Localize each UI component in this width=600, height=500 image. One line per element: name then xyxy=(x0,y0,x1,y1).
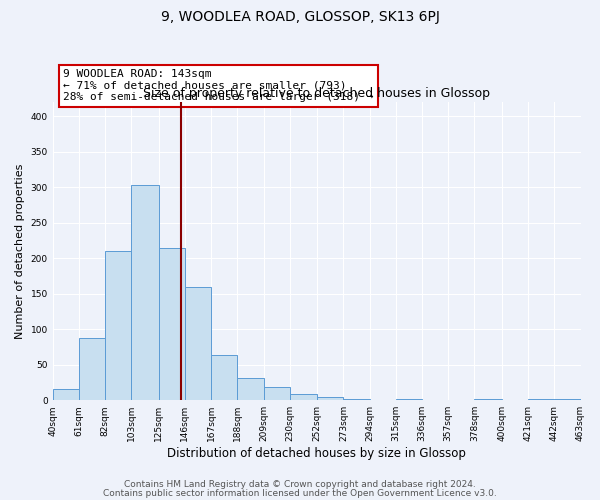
Bar xyxy=(131,185,159,400)
Text: 9, WOODLEA ROAD, GLOSSOP, SK13 6PJ: 9, WOODLEA ROAD, GLOSSOP, SK13 6PJ xyxy=(161,10,439,24)
Bar xyxy=(105,251,131,400)
Bar xyxy=(263,386,290,400)
Text: 9 WOODLEA ROAD: 143sqm
← 71% of detached houses are smaller (793)
28% of semi-de: 9 WOODLEA ROAD: 143sqm ← 71% of detached… xyxy=(63,69,374,102)
Y-axis label: Number of detached properties: Number of detached properties xyxy=(15,164,25,339)
Bar xyxy=(211,355,238,400)
Bar xyxy=(290,394,317,400)
Bar xyxy=(53,389,79,400)
X-axis label: Distribution of detached houses by size in Glossop: Distribution of detached houses by size … xyxy=(167,447,466,460)
Bar xyxy=(79,338,105,400)
Bar xyxy=(317,398,343,400)
Title: Size of property relative to detached houses in Glossop: Size of property relative to detached ho… xyxy=(143,86,490,100)
Bar xyxy=(159,248,185,400)
Bar xyxy=(554,399,581,400)
Bar xyxy=(238,378,263,400)
Text: Contains HM Land Registry data © Crown copyright and database right 2024.: Contains HM Land Registry data © Crown c… xyxy=(124,480,476,489)
Bar xyxy=(528,399,554,400)
Bar xyxy=(475,399,502,400)
Text: Contains public sector information licensed under the Open Government Licence v3: Contains public sector information licen… xyxy=(103,488,497,498)
Bar xyxy=(185,286,211,400)
